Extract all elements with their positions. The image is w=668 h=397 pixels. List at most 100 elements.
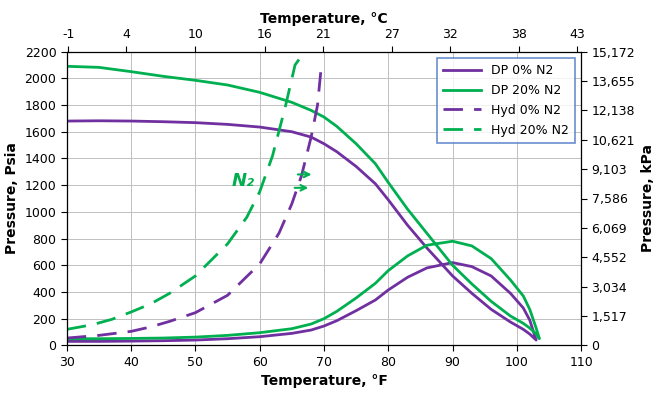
Hyd 0% N2 — [288, 201, 296, 206]
DP 0% N2 — [307, 135, 315, 139]
DP 0% N2 — [371, 181, 379, 186]
DP 0% N2 — [333, 149, 341, 154]
DP 20% N2 — [371, 162, 379, 166]
Hyd 20% N2 — [269, 153, 277, 158]
Hyd 0% N2 — [224, 293, 232, 298]
DP 0% N2 — [127, 119, 135, 123]
DP 0% N2 — [506, 291, 514, 296]
DP 20% N2 — [506, 278, 514, 282]
DP 0% N2 — [256, 125, 264, 129]
DP 20% N2 — [159, 336, 167, 341]
DP 20% N2 — [423, 243, 431, 248]
DP 0% N2 — [320, 324, 328, 328]
DP 20% N2 — [352, 141, 360, 146]
DP 0% N2 — [192, 338, 200, 343]
DP 20% N2 — [256, 90, 264, 95]
DP 0% N2 — [352, 164, 360, 169]
Line: DP 0% N2: DP 0% N2 — [67, 121, 536, 341]
DP 20% N2 — [95, 336, 103, 341]
Hyd 20% N2 — [307, 49, 315, 54]
Hyd 20% N2 — [108, 317, 116, 322]
DP 20% N2 — [532, 326, 540, 330]
DP 20% N2 — [449, 263, 457, 268]
DP 0% N2 — [63, 119, 71, 123]
Hyd 20% N2 — [192, 274, 200, 278]
DP 20% N2 — [519, 321, 527, 326]
DP 20% N2 — [535, 336, 543, 341]
Legend: DP 0% N2, DP 20% N2, Hyd 0% N2, Hyd 20% N2: DP 0% N2, DP 20% N2, Hyd 0% N2, Hyd 20% … — [437, 58, 575, 143]
Hyd 20% N2 — [301, 49, 309, 54]
DP 0% N2 — [449, 260, 457, 265]
DP 0% N2 — [307, 328, 315, 332]
Hyd 0% N2 — [95, 333, 103, 338]
DP 0% N2 — [403, 223, 411, 227]
Hyd 20% N2 — [281, 104, 289, 109]
X-axis label: Temperature, °C: Temperature, °C — [260, 12, 388, 26]
DP 20% N2 — [468, 281, 476, 286]
DP 20% N2 — [95, 65, 103, 70]
DP 0% N2 — [519, 306, 527, 310]
Hyd 20% N2 — [89, 322, 97, 327]
DP 20% N2 — [403, 207, 411, 212]
DP 20% N2 — [384, 268, 392, 273]
Hyd 0% N2 — [307, 135, 315, 139]
DP 20% N2 — [307, 108, 315, 113]
DP 0% N2 — [526, 331, 534, 336]
DP 0% N2 — [487, 274, 495, 278]
Hyd 20% N2 — [291, 63, 299, 67]
DP 0% N2 — [95, 339, 103, 344]
Line: Hyd 0% N2: Hyd 0% N2 — [67, 71, 321, 338]
DP 0% N2 — [506, 320, 514, 324]
Hyd 0% N2 — [297, 173, 305, 178]
Hyd 0% N2 — [275, 231, 283, 235]
DP 0% N2 — [224, 336, 232, 341]
Line: Hyd 20% N2: Hyd 20% N2 — [67, 52, 317, 330]
DP 0% N2 — [519, 327, 527, 332]
DP 20% N2 — [535, 336, 543, 341]
DP 0% N2 — [192, 120, 200, 125]
DP 0% N2 — [63, 339, 71, 344]
DP 20% N2 — [63, 64, 71, 69]
DP 20% N2 — [468, 243, 476, 248]
DP 20% N2 — [320, 115, 328, 119]
DP 0% N2 — [371, 298, 379, 303]
DP 20% N2 — [288, 100, 296, 105]
DP 0% N2 — [449, 274, 457, 278]
Hyd 20% N2 — [127, 310, 135, 314]
DP 0% N2 — [256, 334, 264, 339]
DP 20% N2 — [352, 296, 360, 301]
DP 0% N2 — [352, 308, 360, 313]
DP 20% N2 — [487, 256, 495, 261]
Hyd 20% N2 — [146, 302, 154, 306]
DP 20% N2 — [506, 314, 514, 318]
DP 20% N2 — [224, 333, 232, 338]
DP 20% N2 — [526, 326, 534, 330]
DP 20% N2 — [307, 322, 315, 326]
DP 0% N2 — [526, 318, 534, 322]
DP 0% N2 — [320, 141, 328, 146]
DP 20% N2 — [526, 307, 534, 312]
DP 20% N2 — [192, 78, 200, 83]
DP 20% N2 — [371, 281, 379, 286]
DP 20% N2 — [127, 336, 135, 341]
DP 0% N2 — [127, 339, 135, 343]
DP 0% N2 — [468, 291, 476, 296]
Hyd 0% N2 — [313, 103, 321, 108]
DP 0% N2 — [532, 338, 540, 343]
Text: N₂: N₂ — [232, 172, 255, 190]
DP 0% N2 — [288, 331, 296, 336]
DP 0% N2 — [423, 266, 431, 270]
Hyd 20% N2 — [256, 189, 264, 194]
DP 20% N2 — [224, 83, 232, 87]
DP 0% N2 — [224, 122, 232, 127]
DP 20% N2 — [532, 331, 540, 336]
DP 0% N2 — [403, 275, 411, 279]
X-axis label: Temperature, °F: Temperature, °F — [261, 374, 387, 388]
DP 0% N2 — [333, 318, 341, 323]
DP 20% N2 — [256, 330, 264, 335]
DP 20% N2 — [159, 74, 167, 79]
DP 0% N2 — [532, 338, 540, 343]
DP 0% N2 — [288, 129, 296, 134]
Hyd 20% N2 — [224, 241, 232, 246]
DP 20% N2 — [333, 309, 341, 314]
